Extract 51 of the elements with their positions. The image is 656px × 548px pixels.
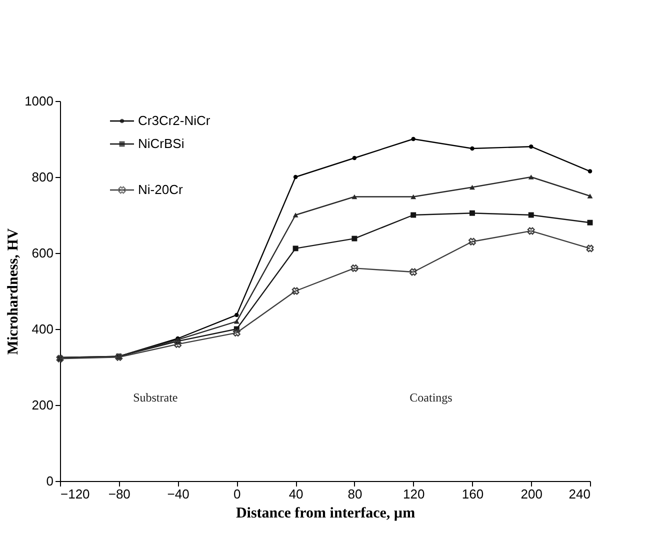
y-axis-title: Microhardness, HV [6,228,22,355]
x-tick-label: 40 [288,486,304,502]
annotation: Substrate [133,390,178,404]
x-tick-label: −80 [108,486,130,502]
x-tick-label: 0 [234,486,241,502]
y-tick-label: 1000 [24,94,54,108]
point [410,212,416,218]
point [410,268,418,276]
point [588,169,592,174]
y-tick-label: 200 [32,398,54,412]
y-tick-label: 400 [32,322,54,336]
x-tick-label: 160 [462,486,484,502]
point [293,174,298,180]
point [469,184,475,190]
point [586,244,594,252]
point [350,264,358,272]
point [411,136,416,142]
y-tick-label: 800 [32,170,54,184]
point [292,287,300,295]
point [587,194,593,198]
point [234,319,240,324]
point [292,246,298,252]
point [352,156,357,160]
x-tick-label: 200 [520,486,542,502]
point [528,144,534,149]
annotation: Coatings [410,390,453,404]
point [528,174,534,180]
point [470,146,474,151]
x-tick-label: 80 [348,486,362,502]
x-tick-label: 240 [568,486,590,502]
y-tick-label: 600 [32,246,54,260]
point [469,210,475,216]
legend-label: NiCrBSi [138,136,184,151]
x-axis-title: Distance from interface, µm [236,506,416,522]
point [232,329,240,337]
point [234,312,239,318]
point [174,340,182,348]
point [410,194,416,200]
x-tick-label: −40 [167,486,190,502]
legend-label: Cr3Cr2-NiCr [138,113,211,128]
point [292,212,298,218]
x-tick-label: −120 [60,486,90,502]
point [352,236,358,242]
x-tick-label: 120 [402,486,425,502]
y-tick-label: 0 [46,474,54,488]
point [587,220,593,226]
legend-label: Ni-20Cr [138,182,184,197]
point [527,227,535,235]
point [528,212,534,218]
point [468,238,476,246]
point [352,194,358,200]
